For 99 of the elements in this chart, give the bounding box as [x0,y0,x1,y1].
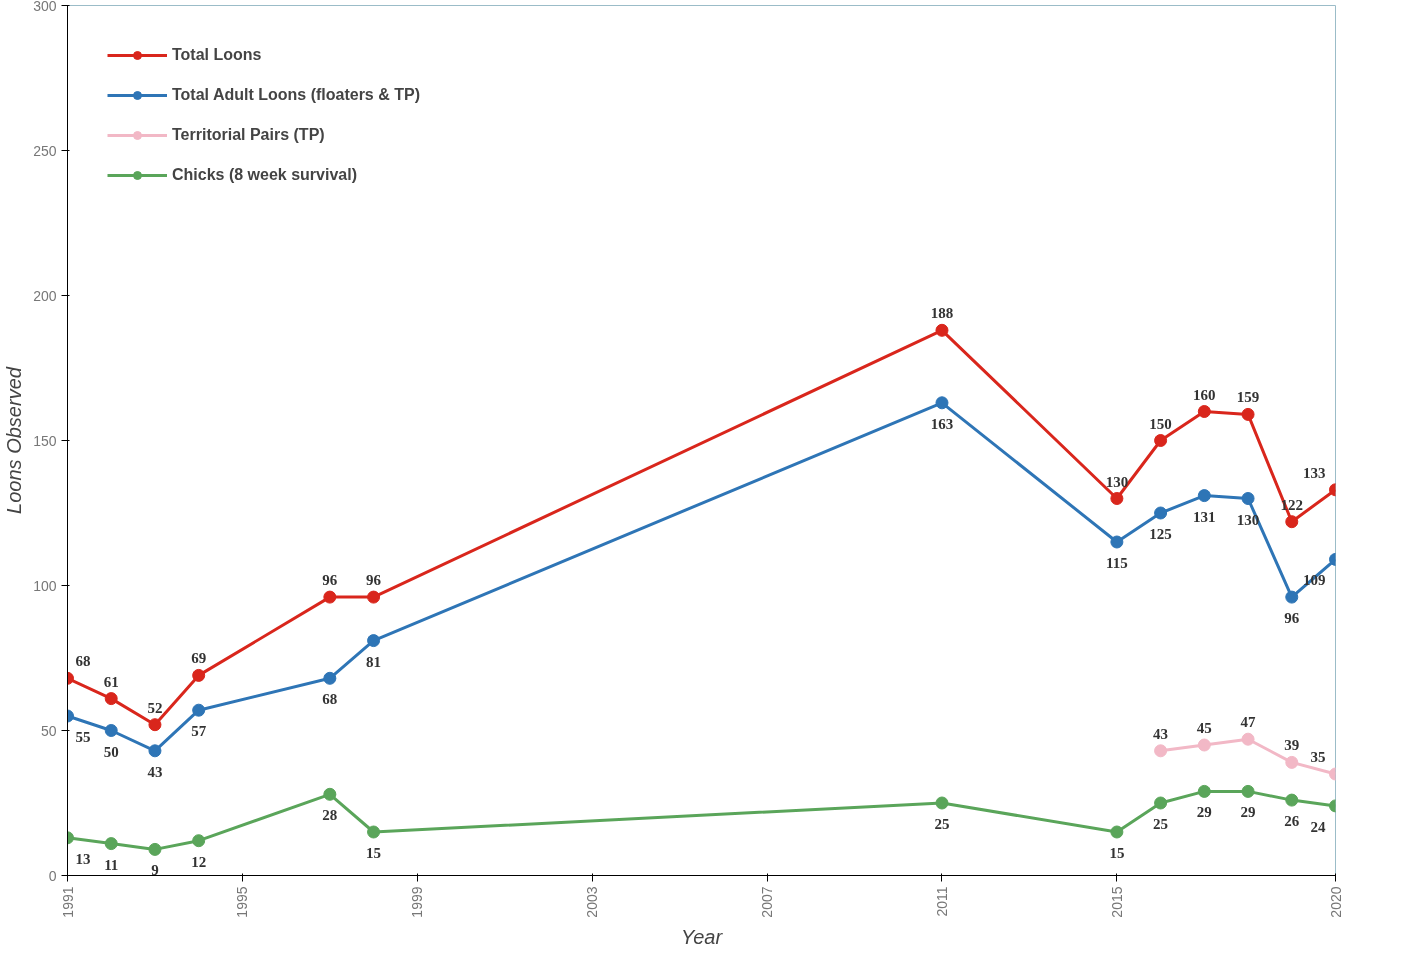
data-label: 96 [366,572,382,589]
x-tick-label: 2020 [1327,886,1344,918]
data-label: 55 [75,729,91,745]
data-label: 39 [1284,737,1300,754]
x-tick-label: 2011 [933,886,950,917]
data-label: 50 [103,743,119,760]
x-tick-label: 2003 [584,886,601,918]
point [192,834,206,848]
point [323,590,337,604]
data-label: 133 [1303,464,1326,481]
data-label: 43 [1153,725,1169,742]
data-label: 96 [322,572,338,589]
data-label: 61 [103,673,119,690]
point [148,842,162,856]
data-label: 68 [75,653,91,670]
data-label: 28 [322,807,338,824]
y-axis-title: Loons Observed [3,366,26,514]
point [935,323,949,337]
data-label: 15 [366,845,382,861]
point [1285,793,1299,807]
data-label: 25 [1153,816,1169,832]
point [935,396,949,410]
point [1154,506,1168,520]
data-label: 150 [1149,415,1172,432]
y-tick-label: 150 [33,432,57,449]
point [1285,590,1299,604]
y-tick-label: 300 [33,0,57,14]
point [1197,738,1211,752]
y-tick-label: 250 [33,142,57,159]
point [323,787,337,801]
data-label: 131 [1193,508,1216,525]
point [1110,492,1124,505]
point [1241,492,1255,505]
legend-label: Territorial Pairs (TP) [172,126,325,144]
y-tick-label: 50 [40,722,57,739]
data-label: 13 [75,850,91,867]
point [148,718,162,732]
data-label: 24 [1310,818,1326,835]
point [1197,489,1211,503]
x-tick-label: 2015 [1108,886,1125,918]
data-label: 96 [1284,610,1300,627]
point [1285,755,1299,769]
point [104,692,118,706]
data-label: 159 [1236,389,1260,406]
point [1154,434,1168,447]
legend-label: Chicks (8 week survival) [172,166,357,184]
x-tick-label: 1991 [59,886,76,918]
point [192,703,206,717]
x-tick-label: 1995 [234,886,251,918]
y-tick-label: 200 [33,287,57,304]
data-label: 188 [930,305,954,322]
point [1241,407,1255,421]
y-tick-label: 100 [33,577,57,594]
data-label: 69 [191,650,207,667]
point [323,671,337,685]
legend-label: Total Loons [172,46,262,64]
point [367,590,381,604]
data-label: 81 [366,653,382,670]
x-tick-label: 2007 [759,886,776,918]
point [1154,796,1168,810]
data-label: 115 [1106,555,1128,571]
data-label: 163 [930,415,954,432]
data-label: 15 [1109,845,1125,861]
point [104,837,118,851]
data-label: 52 [147,699,163,716]
data-label: 29 [1196,804,1212,821]
data-label: 35 [1310,749,1326,765]
point [1241,732,1255,746]
data-label: 130 [1105,473,1129,490]
point [935,796,949,810]
point [148,744,162,758]
x-axis-title: Year [680,925,724,948]
data-label: 26 [1284,813,1300,830]
point [1241,784,1255,798]
point [1197,405,1211,418]
data-label: 68 [322,691,338,708]
point [1110,825,1124,839]
legend-label: Total Adult Loons (floaters & TP) [172,86,420,104]
data-label: 29 [1240,804,1256,821]
point [192,668,206,682]
data-label: 25 [934,816,950,832]
data-label: 9 [151,862,159,879]
point [1110,535,1124,549]
point [1197,784,1211,798]
data-label: 12 [191,853,207,870]
point [367,825,381,839]
point [104,724,118,737]
data-label: 43 [147,763,163,780]
point [1154,744,1168,758]
data-label: 11 [104,856,119,873]
point [1285,515,1299,529]
data-label: 47 [1240,714,1257,731]
data-label: 45 [1196,720,1212,736]
x-tick-label: 1999 [409,886,426,918]
point [367,634,381,648]
data-label: 160 [1193,386,1216,403]
data-label: 57 [191,723,207,740]
data-label: 125 [1149,526,1172,542]
y-tick-label: 0 [48,867,57,884]
